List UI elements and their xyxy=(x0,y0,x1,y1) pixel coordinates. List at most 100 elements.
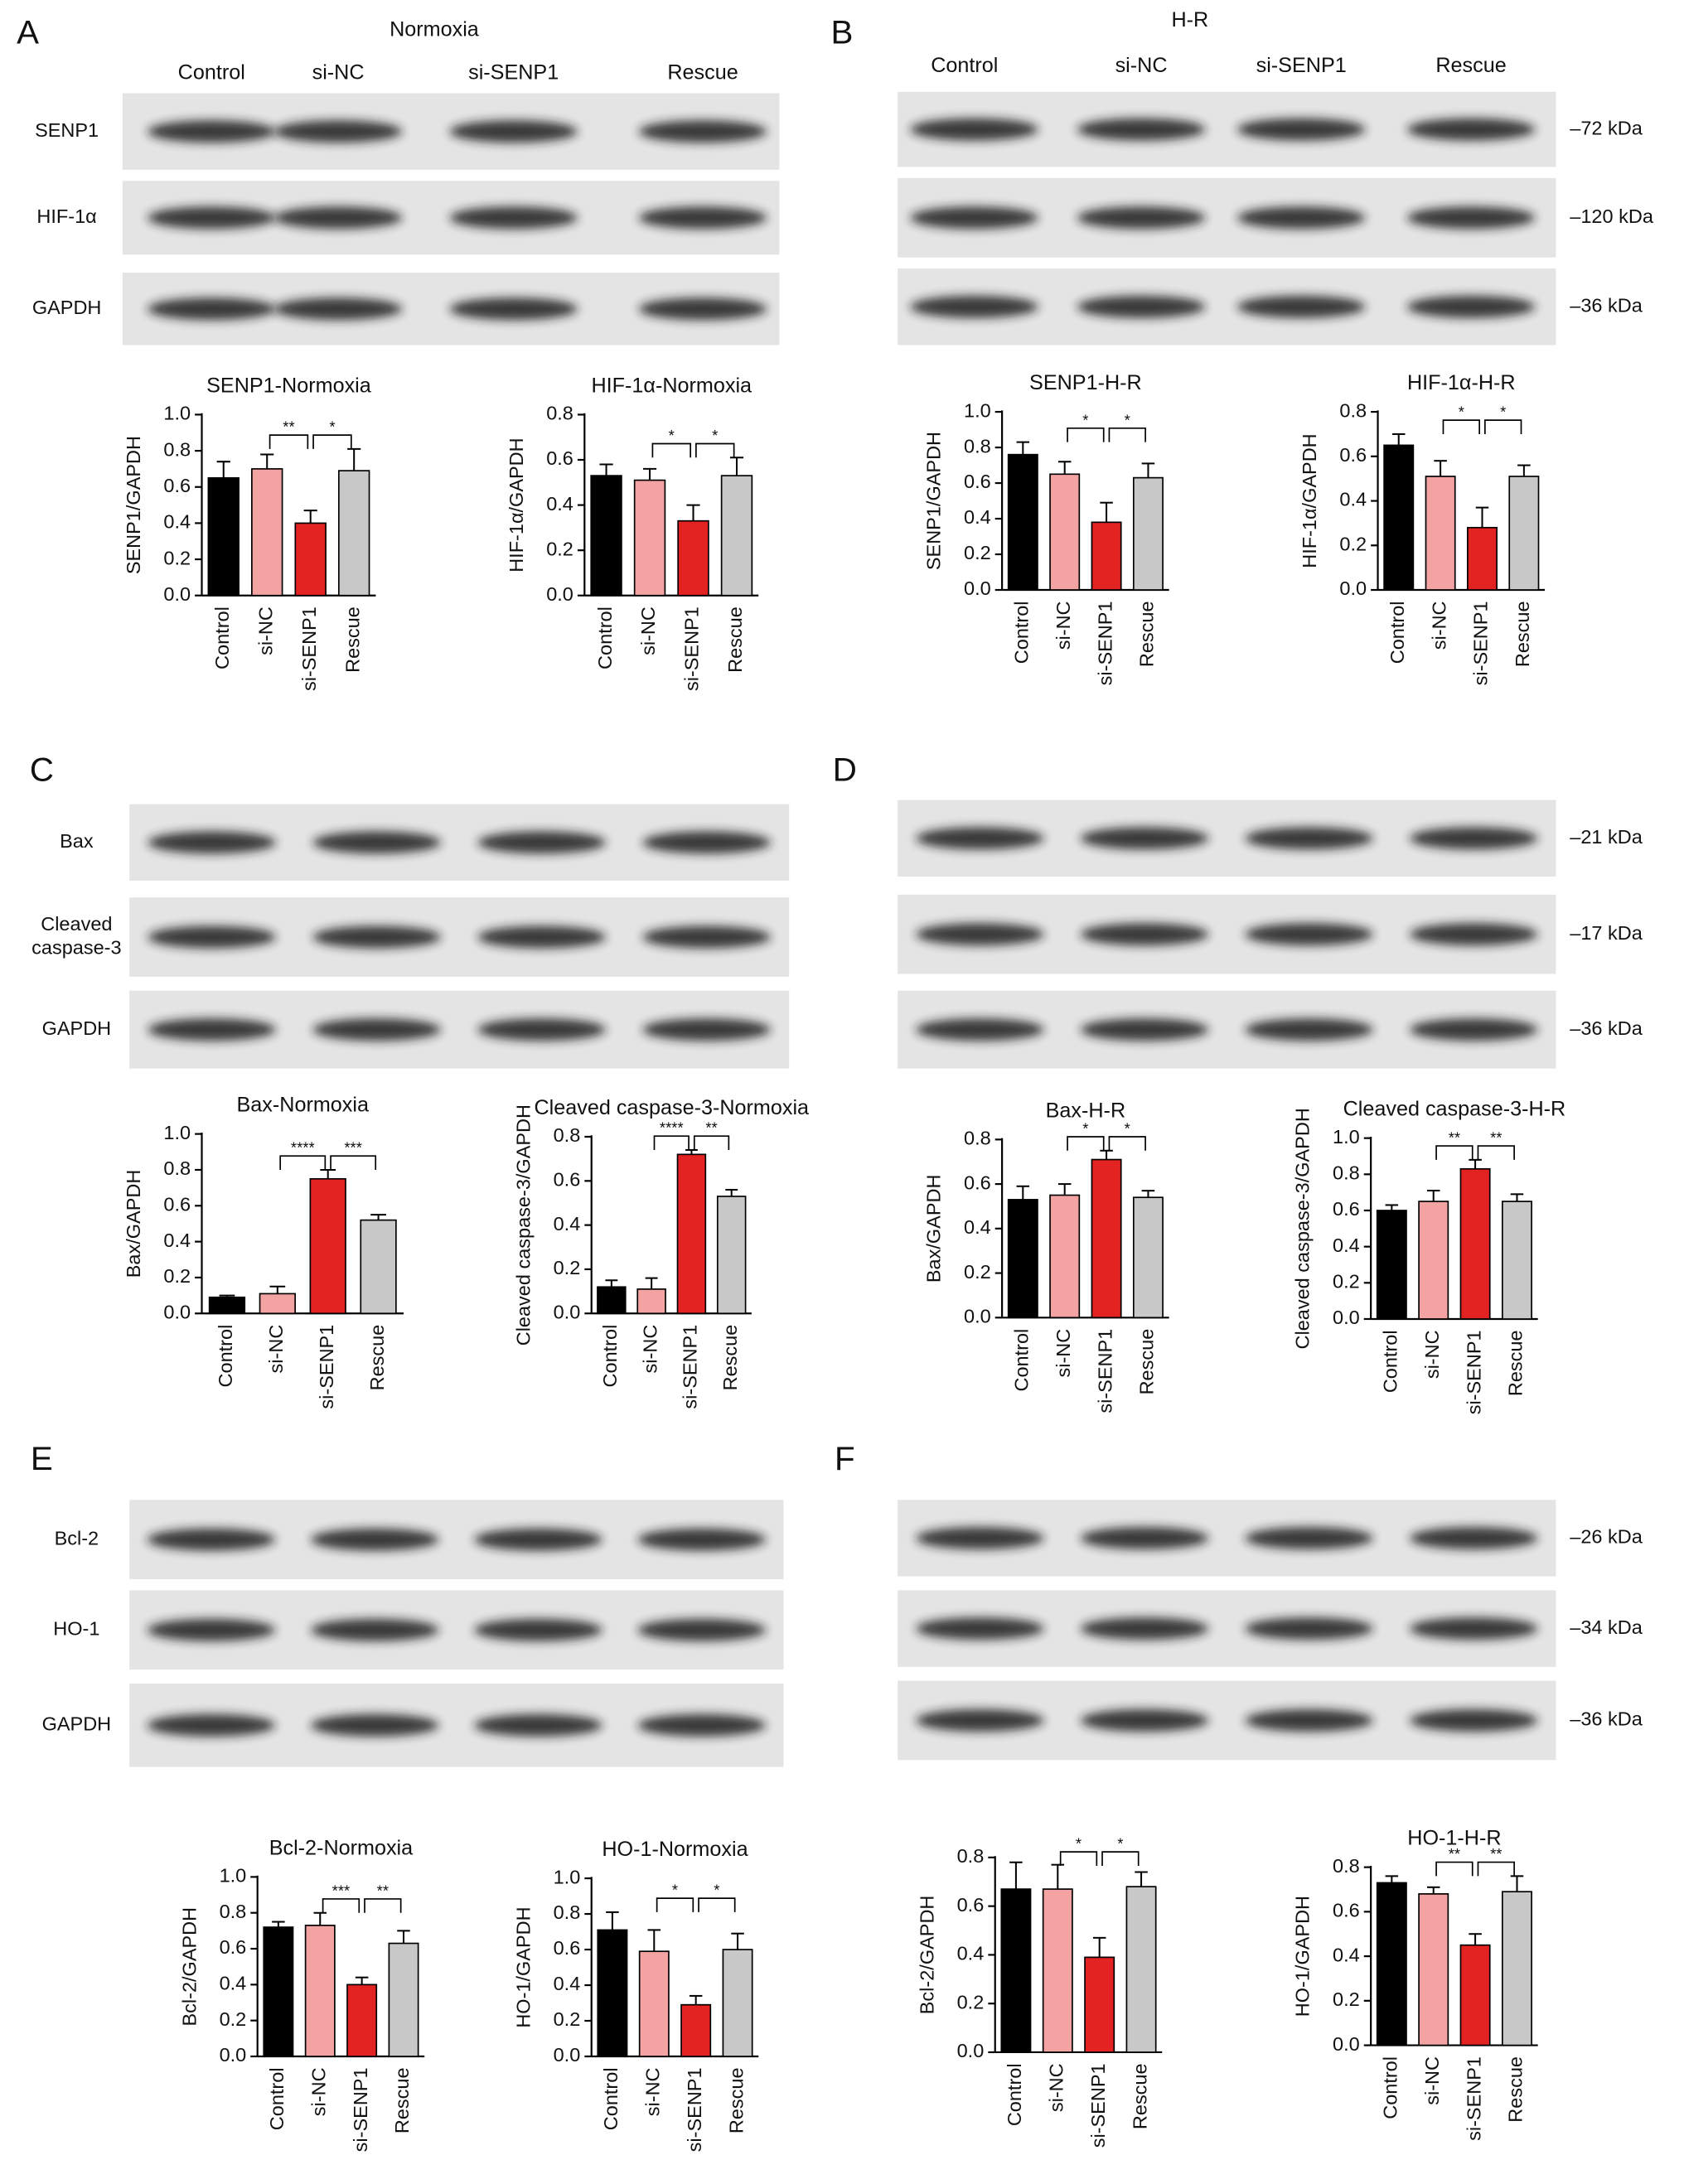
y-tick-label: 0.0 xyxy=(220,2044,247,2066)
x-tick-label: si-SENP1 xyxy=(680,1325,701,1409)
row-label: caspase-3 xyxy=(31,936,121,958)
significance-label: ** xyxy=(1449,1845,1460,1863)
error-bar xyxy=(685,1148,698,1155)
significance-label: ** xyxy=(1490,1845,1502,1863)
blot-band xyxy=(1406,206,1536,230)
y-tick-label: 0.8 xyxy=(964,1128,991,1149)
blot-band xyxy=(916,1018,1044,1041)
bar xyxy=(1084,1956,1115,2053)
chart-title: Bax-Normoxia xyxy=(237,1094,369,1117)
bar xyxy=(716,1196,747,1315)
y-axis-label: HO-1/GAPDH xyxy=(1292,1896,1314,2017)
significance-bracket xyxy=(695,442,735,458)
significance-label: **** xyxy=(291,1139,315,1157)
significance-label: * xyxy=(669,427,675,444)
significance-label: *** xyxy=(344,1139,362,1157)
blot-band xyxy=(1409,1709,1538,1732)
blot-band xyxy=(1236,295,1366,318)
error-bar xyxy=(689,1994,703,2005)
blot-band xyxy=(1245,1527,1373,1549)
bar xyxy=(251,468,283,597)
error-bar xyxy=(1510,1875,1524,1892)
significance-label: * xyxy=(1500,403,1506,421)
x-tick-label: Rescue xyxy=(1129,2063,1150,2129)
x-tick-label: Rescue xyxy=(1512,601,1533,667)
error-bar xyxy=(1475,506,1489,528)
significance-bracket xyxy=(698,1897,736,1912)
significance-label: * xyxy=(1125,1119,1130,1137)
bar xyxy=(1502,1891,1532,2046)
bar xyxy=(722,1949,753,2057)
size-marker: –26 kDa xyxy=(1570,1526,1643,1548)
blot-band xyxy=(637,1713,767,1737)
error-bar xyxy=(731,1932,744,1950)
lane-label: Rescue xyxy=(1435,54,1506,77)
y-tick-label: 0.4 xyxy=(1333,1944,1360,1965)
bar xyxy=(259,1293,296,1315)
error-bar xyxy=(729,457,744,476)
y-axis-label: Cleaved caspase-3/GAPDH xyxy=(1292,1108,1314,1349)
blot-band xyxy=(638,206,767,230)
significance-bracket xyxy=(279,1155,327,1170)
blot-band xyxy=(310,1618,439,1641)
bar xyxy=(1376,1210,1407,1320)
error-bar xyxy=(1141,1190,1155,1198)
blot-title: H-R xyxy=(1171,8,1208,31)
size-marker: –120 kDa xyxy=(1570,205,1654,227)
lane-label: Rescue xyxy=(667,61,738,85)
blot-band xyxy=(1080,827,1209,850)
x-tick-label: Rescue xyxy=(1505,1330,1527,1396)
bar xyxy=(263,1926,294,2057)
x-tick-label: si-NC xyxy=(254,606,276,655)
y-tick-label: 0.2 xyxy=(1333,1988,1360,2010)
blot-band xyxy=(449,206,578,230)
bar xyxy=(1383,444,1415,591)
y-tick-label: 0.6 xyxy=(220,1936,247,1958)
blot-band xyxy=(642,831,771,854)
bar xyxy=(337,470,370,597)
bar xyxy=(1418,1893,1449,2046)
blot-band xyxy=(148,120,276,143)
blot-band xyxy=(637,1528,767,1551)
error-bar xyxy=(1391,432,1406,446)
bar xyxy=(680,2003,712,2057)
y-tick-label: 0.2 xyxy=(1333,1271,1360,1293)
x-tick-label: si-SENP1 xyxy=(1463,2056,1484,2141)
x-tick-label: Control xyxy=(594,606,616,669)
x-tick-label: si-NC xyxy=(1421,2056,1443,2105)
y-tick-label: 0.0 xyxy=(554,1301,581,1322)
x-tick-label: Control xyxy=(211,606,233,669)
significance-label: * xyxy=(1117,1835,1123,1853)
y-axis-label: SENP1/GAPDH xyxy=(123,436,144,574)
lane-label: si-NC xyxy=(1115,54,1168,77)
y-tick-label: 0.0 xyxy=(163,1301,191,1322)
panel-letter: F xyxy=(835,1440,855,1477)
error-bar xyxy=(219,1294,235,1297)
lane-label: si-SENP1 xyxy=(1256,54,1347,77)
blot-band xyxy=(310,1528,439,1551)
blot-band xyxy=(1409,923,1538,946)
y-tick-label: 1.0 xyxy=(554,1866,581,1887)
x-tick-label: Control xyxy=(1380,2056,1401,2119)
row-label: GAPDH xyxy=(32,297,102,318)
y-axis-label: Bcl-2/GAPDH xyxy=(916,1896,937,2015)
bar xyxy=(360,1219,397,1315)
significance-bracket xyxy=(1477,1145,1515,1160)
y-axis-label: Bax/GAPDH xyxy=(123,1170,144,1278)
x-tick-label: Control xyxy=(215,1325,236,1388)
blot-band xyxy=(449,297,578,321)
y-tick-label: 0.6 xyxy=(554,1169,581,1191)
y-tick-label: 0.6 xyxy=(1333,1900,1360,1921)
y-tick-label: 0.8 xyxy=(964,435,991,457)
chart-title: Bcl-2-Normoxia xyxy=(269,1836,413,1859)
error-bar xyxy=(1469,1933,1482,1945)
bar xyxy=(346,1983,378,2057)
y-tick-label: 0.4 xyxy=(1339,489,1367,510)
y-tick-label: 0.0 xyxy=(957,2040,985,2061)
y-tick-label: 0.6 xyxy=(964,1172,991,1193)
blot-band xyxy=(273,120,403,143)
significance-bracket xyxy=(1435,1861,1474,1877)
x-tick-label: si-NC xyxy=(1428,601,1449,650)
y-tick-label: 0.2 xyxy=(220,2008,247,2030)
